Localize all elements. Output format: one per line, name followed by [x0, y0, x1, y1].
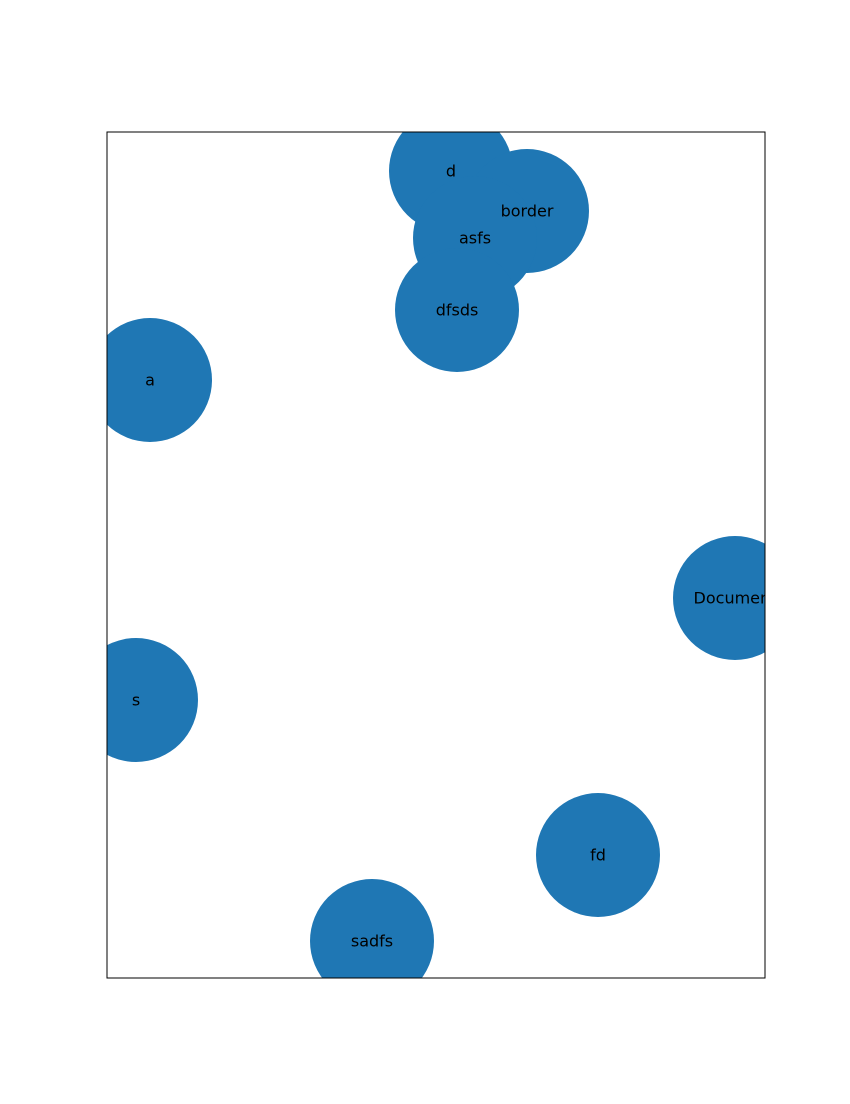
- node-d-label: d: [446, 162, 456, 181]
- nodes-layer: d border asfs dfsds a Document s fd sadfs: [74, 109, 797, 1003]
- node-document-label: Document: [694, 589, 777, 608]
- node-sadfs-label: sadfs: [351, 932, 393, 951]
- node-a-label: a: [145, 371, 155, 390]
- node-border-label: border: [501, 202, 554, 221]
- node-dfsds-label: dfsds: [436, 301, 479, 320]
- node-fd-label: fd: [590, 846, 606, 865]
- node-asfs-label: asfs: [459, 229, 491, 248]
- node-s-label: s: [132, 691, 140, 710]
